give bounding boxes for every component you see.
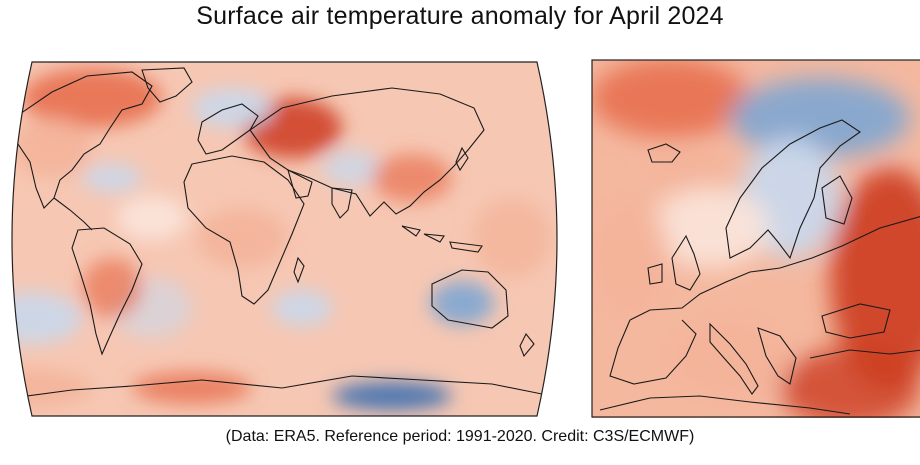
anomaly-region	[117, 196, 187, 240]
global-anomaly-field	[12, 62, 557, 416]
anomaly-region	[12, 292, 82, 344]
anomaly-region	[192, 88, 272, 128]
anomaly-region	[332, 382, 452, 410]
anomaly-region	[322, 150, 382, 186]
anomaly-region	[372, 154, 452, 202]
map-title: Surface air temperature anomaly for Apri…	[196, 2, 724, 30]
global-anomaly-map	[0, 58, 577, 420]
global-coastlines	[12, 67, 553, 399]
anomaly-region	[22, 68, 162, 128]
anomaly-region	[730, 78, 910, 158]
data-credit: (Data: ERA5. Reference period: 1991-2020…	[225, 428, 695, 445]
anomaly-region	[82, 164, 142, 192]
europe-coastlines	[599, 119, 920, 415]
anomaly-region	[472, 198, 552, 278]
anomaly-region	[132, 372, 252, 404]
anomaly-region	[592, 198, 670, 318]
anomaly-region	[82, 258, 142, 318]
anomaly-region	[780, 348, 920, 418]
europe-map-frame	[591, 59, 920, 418]
anomaly-region	[670, 318, 790, 398]
europe-anomaly-field	[592, 60, 920, 418]
anomaly-region	[430, 281, 494, 325]
anomaly-region	[197, 208, 287, 268]
anomaly-region	[592, 60, 750, 138]
anomaly-region	[12, 118, 92, 178]
anomaly-region	[272, 290, 332, 326]
europe-anomaly-map	[590, 58, 920, 420]
anomaly-region	[650, 148, 730, 188]
anomaly-region	[650, 188, 770, 268]
global-map-frame	[11, 61, 558, 417]
